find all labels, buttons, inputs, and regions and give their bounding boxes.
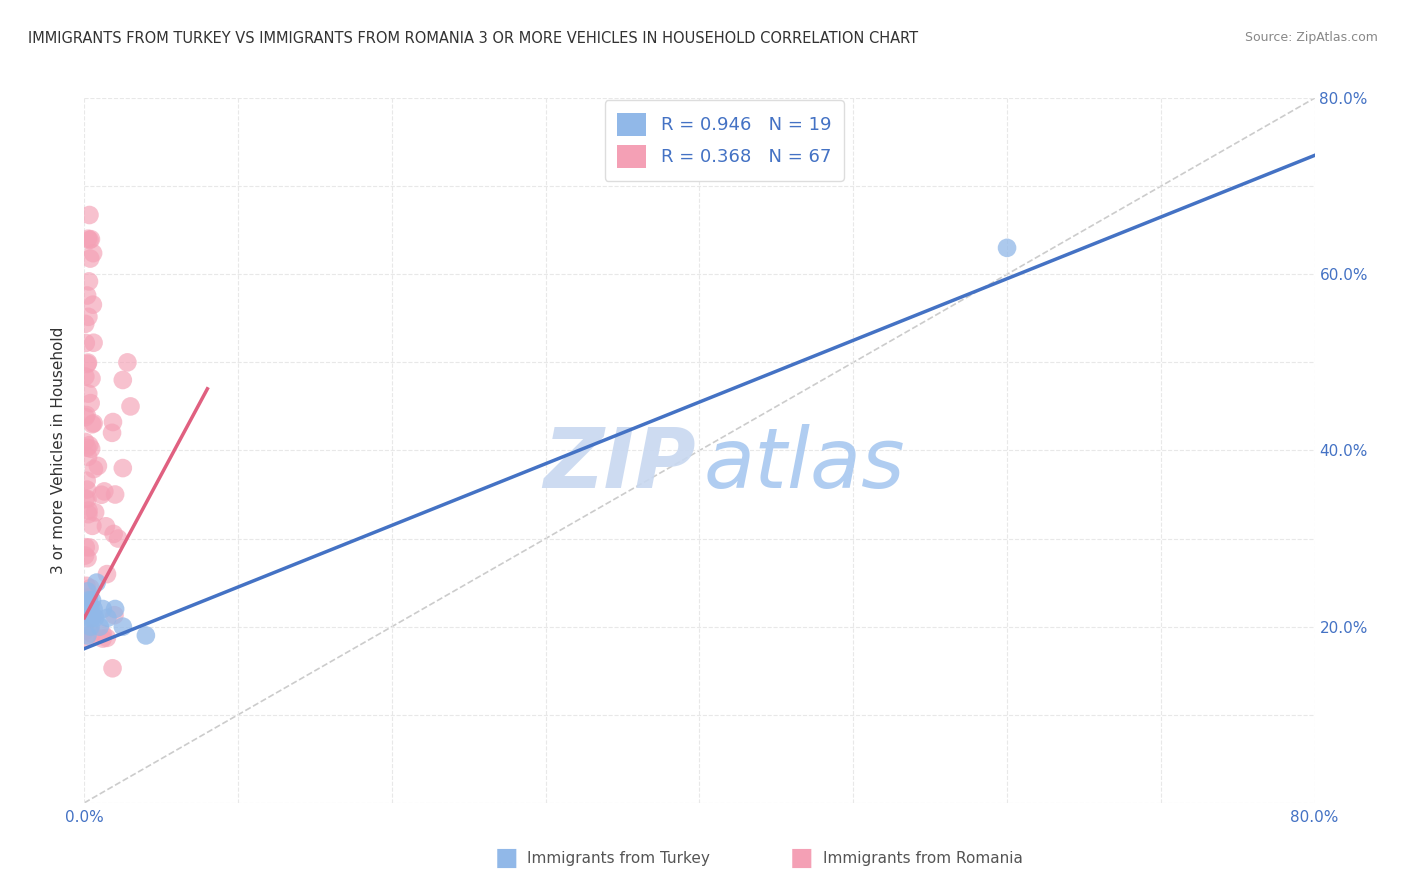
Point bbox=[101, 425, 124, 440]
Point bbox=[79, 233, 101, 247]
Point bbox=[76, 584, 98, 599]
Point bbox=[77, 274, 100, 288]
Point bbox=[77, 611, 100, 625]
Point bbox=[91, 627, 114, 641]
Point bbox=[76, 441, 98, 455]
Text: Immigrants from Romania: Immigrants from Romania bbox=[823, 851, 1022, 865]
Point bbox=[83, 602, 105, 616]
Point bbox=[75, 369, 97, 384]
Point bbox=[87, 458, 110, 473]
Point bbox=[93, 484, 115, 499]
Point bbox=[76, 357, 98, 371]
Point bbox=[77, 450, 100, 464]
Text: ZIP: ZIP bbox=[543, 424, 696, 505]
Point bbox=[86, 575, 108, 590]
Point bbox=[79, 581, 101, 595]
Point bbox=[76, 551, 98, 566]
Point bbox=[111, 461, 134, 475]
Point bbox=[103, 527, 125, 541]
Point bbox=[79, 619, 101, 633]
Point bbox=[75, 594, 97, 608]
Y-axis label: 3 or more Vehicles in Household: 3 or more Vehicles in Household bbox=[51, 326, 66, 574]
Point bbox=[76, 408, 98, 422]
Point bbox=[83, 417, 105, 431]
Point bbox=[103, 608, 125, 623]
Text: ■: ■ bbox=[790, 847, 813, 870]
Point bbox=[76, 288, 98, 302]
Point bbox=[75, 624, 97, 638]
Point bbox=[135, 628, 157, 642]
Point bbox=[80, 626, 103, 640]
Point bbox=[96, 631, 118, 645]
Point bbox=[111, 373, 134, 387]
Point bbox=[94, 519, 117, 533]
Point bbox=[101, 415, 124, 429]
Point bbox=[96, 567, 118, 582]
Point bbox=[89, 619, 111, 633]
Point bbox=[120, 400, 142, 414]
Point bbox=[80, 611, 103, 625]
Point bbox=[77, 356, 100, 370]
Point bbox=[76, 628, 98, 642]
Point bbox=[82, 417, 104, 432]
Point bbox=[80, 442, 103, 456]
Text: ■: ■ bbox=[495, 847, 517, 870]
Text: Source: ZipAtlas.com: Source: ZipAtlas.com bbox=[1244, 31, 1378, 45]
Text: atlas: atlas bbox=[703, 424, 905, 505]
Point bbox=[76, 491, 98, 506]
Point bbox=[79, 208, 101, 222]
Point bbox=[75, 434, 97, 449]
Point bbox=[79, 602, 101, 616]
Point bbox=[995, 241, 1018, 255]
Point bbox=[83, 335, 105, 350]
Point bbox=[84, 505, 107, 519]
Point bbox=[75, 579, 97, 593]
Point bbox=[79, 396, 101, 410]
Point bbox=[117, 355, 139, 369]
Point bbox=[91, 602, 114, 616]
Point bbox=[82, 298, 104, 312]
Point bbox=[76, 483, 98, 497]
Point bbox=[75, 491, 97, 506]
Point bbox=[77, 386, 100, 401]
Point bbox=[104, 602, 127, 616]
Point bbox=[77, 507, 100, 521]
Point bbox=[76, 474, 98, 488]
Point bbox=[75, 602, 97, 616]
Point bbox=[75, 632, 97, 646]
Point bbox=[77, 503, 100, 517]
Point bbox=[80, 371, 103, 385]
Point bbox=[75, 549, 97, 563]
Point bbox=[107, 532, 129, 546]
Point bbox=[90, 488, 112, 502]
Point bbox=[75, 336, 97, 351]
Point bbox=[101, 661, 124, 675]
Point bbox=[77, 310, 100, 324]
Text: IMMIGRANTS FROM TURKEY VS IMMIGRANTS FROM ROMANIA 3 OR MORE VEHICLES IN HOUSEHOL: IMMIGRANTS FROM TURKEY VS IMMIGRANTS FRO… bbox=[28, 31, 918, 46]
Legend: R = 0.946   N = 19, R = 0.368   N = 67: R = 0.946 N = 19, R = 0.368 N = 67 bbox=[605, 100, 844, 181]
Point bbox=[77, 593, 100, 607]
Point bbox=[79, 541, 101, 555]
Point bbox=[111, 619, 134, 633]
Point bbox=[96, 611, 118, 625]
Point bbox=[79, 252, 101, 266]
Point bbox=[83, 462, 105, 476]
Point bbox=[80, 593, 103, 607]
Point bbox=[82, 246, 104, 260]
Point bbox=[104, 487, 127, 501]
Point bbox=[77, 591, 100, 605]
Text: Immigrants from Turkey: Immigrants from Turkey bbox=[527, 851, 710, 865]
Point bbox=[80, 232, 103, 246]
Point bbox=[75, 540, 97, 554]
Point bbox=[75, 410, 97, 425]
Point bbox=[75, 317, 97, 331]
Point bbox=[79, 438, 101, 452]
Point bbox=[77, 232, 100, 246]
Point bbox=[91, 632, 114, 646]
Point bbox=[82, 519, 104, 533]
Point bbox=[84, 611, 107, 625]
